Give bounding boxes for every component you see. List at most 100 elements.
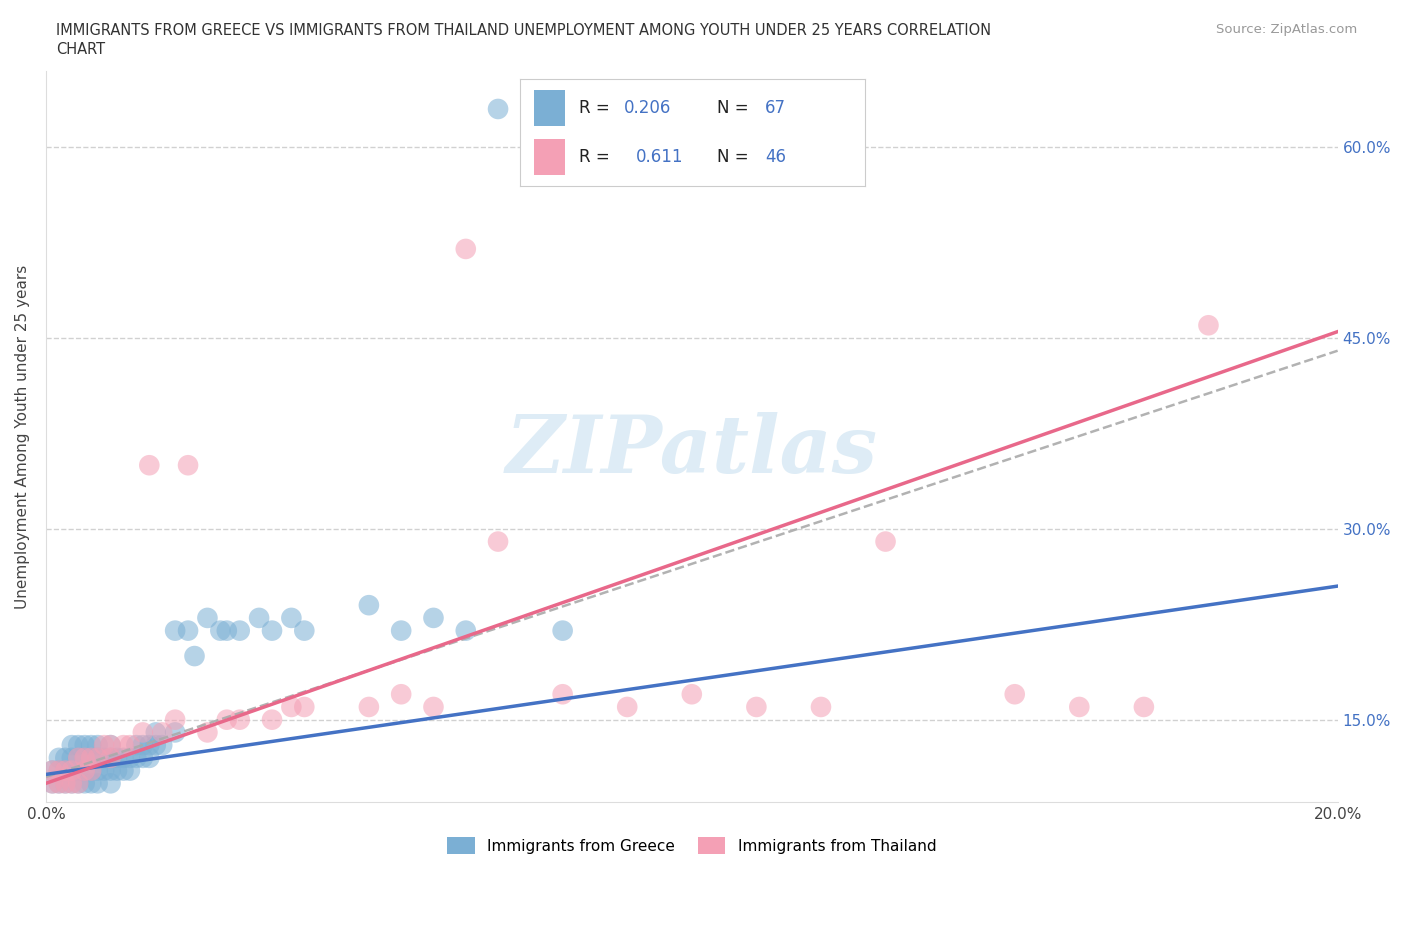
Point bbox=[93, 764, 115, 778]
Point bbox=[422, 610, 444, 625]
Point bbox=[183, 648, 205, 663]
Point bbox=[67, 751, 90, 765]
Point bbox=[112, 737, 135, 752]
Point bbox=[454, 242, 477, 257]
Point bbox=[1133, 699, 1156, 714]
Text: 46: 46 bbox=[765, 148, 786, 166]
Text: 0.611: 0.611 bbox=[636, 148, 683, 166]
Text: ZIPatlas: ZIPatlas bbox=[506, 413, 877, 490]
Point bbox=[357, 598, 380, 613]
Point bbox=[165, 623, 187, 638]
Point bbox=[486, 101, 509, 116]
Point bbox=[53, 764, 76, 778]
Point bbox=[73, 737, 96, 752]
Text: CHART: CHART bbox=[56, 42, 105, 57]
Point bbox=[53, 776, 76, 790]
Point bbox=[41, 776, 63, 790]
Point bbox=[132, 751, 155, 765]
Point bbox=[100, 737, 122, 752]
Point bbox=[41, 776, 63, 790]
Point bbox=[105, 764, 128, 778]
Point bbox=[389, 623, 412, 638]
Text: 67: 67 bbox=[765, 99, 786, 117]
Point bbox=[150, 725, 173, 740]
Point bbox=[228, 712, 250, 727]
Point bbox=[86, 751, 108, 765]
Point bbox=[112, 751, 135, 765]
Point bbox=[260, 623, 283, 638]
Point bbox=[177, 458, 200, 472]
Y-axis label: Unemployment Among Youth under 25 years: Unemployment Among Youth under 25 years bbox=[15, 264, 30, 609]
Point bbox=[165, 712, 187, 727]
Point bbox=[67, 751, 90, 765]
Point bbox=[145, 725, 167, 740]
Point bbox=[48, 776, 70, 790]
Point bbox=[681, 686, 703, 701]
Point bbox=[745, 699, 768, 714]
Point bbox=[100, 764, 122, 778]
Point bbox=[80, 764, 103, 778]
Point bbox=[280, 699, 302, 714]
Point bbox=[86, 776, 108, 790]
Text: N =: N = bbox=[717, 99, 754, 117]
Point bbox=[86, 764, 108, 778]
Point bbox=[112, 764, 135, 778]
Point bbox=[100, 737, 122, 752]
Point bbox=[209, 623, 232, 638]
Point bbox=[118, 751, 141, 765]
Point bbox=[41, 764, 63, 778]
Point bbox=[150, 737, 173, 752]
Point bbox=[80, 751, 103, 765]
Point bbox=[73, 764, 96, 778]
Point bbox=[80, 764, 103, 778]
Text: Source: ZipAtlas.com: Source: ZipAtlas.com bbox=[1216, 23, 1357, 36]
Bar bbox=[534, 89, 565, 126]
Point bbox=[215, 623, 238, 638]
Point bbox=[48, 776, 70, 790]
Point bbox=[486, 534, 509, 549]
Point bbox=[125, 737, 148, 752]
Point bbox=[48, 764, 70, 778]
Point bbox=[73, 751, 96, 765]
Point bbox=[60, 776, 83, 790]
Point bbox=[389, 686, 412, 701]
Point bbox=[60, 737, 83, 752]
Point bbox=[118, 737, 141, 752]
Point bbox=[93, 751, 115, 765]
Point bbox=[292, 623, 315, 638]
Point bbox=[53, 751, 76, 765]
Point bbox=[551, 623, 574, 638]
Point bbox=[138, 737, 160, 752]
Point bbox=[86, 737, 108, 752]
Point bbox=[551, 686, 574, 701]
Point bbox=[86, 751, 108, 765]
Point bbox=[100, 751, 122, 765]
Point bbox=[53, 776, 76, 790]
Text: N =: N = bbox=[717, 148, 754, 166]
Point bbox=[280, 610, 302, 625]
Point bbox=[48, 764, 70, 778]
Point bbox=[197, 725, 219, 740]
Point bbox=[93, 737, 115, 752]
Point bbox=[53, 764, 76, 778]
Text: 0.206: 0.206 bbox=[624, 99, 671, 117]
Point bbox=[60, 776, 83, 790]
Point bbox=[177, 623, 200, 638]
Point bbox=[67, 737, 90, 752]
Point bbox=[260, 712, 283, 727]
Point bbox=[616, 699, 638, 714]
Point bbox=[228, 623, 250, 638]
Point bbox=[247, 610, 270, 625]
Point bbox=[875, 534, 897, 549]
Point bbox=[67, 776, 90, 790]
Point bbox=[73, 776, 96, 790]
Point bbox=[138, 751, 160, 765]
Text: IMMIGRANTS FROM GREECE VS IMMIGRANTS FROM THAILAND UNEMPLOYMENT AMONG YOUTH UNDE: IMMIGRANTS FROM GREECE VS IMMIGRANTS FRO… bbox=[56, 23, 991, 38]
Point bbox=[73, 751, 96, 765]
Point bbox=[100, 776, 122, 790]
Point bbox=[810, 699, 832, 714]
Point bbox=[138, 458, 160, 472]
Point bbox=[1069, 699, 1091, 714]
Point bbox=[48, 751, 70, 765]
Legend: Immigrants from Greece, Immigrants from Thailand: Immigrants from Greece, Immigrants from … bbox=[441, 830, 942, 860]
